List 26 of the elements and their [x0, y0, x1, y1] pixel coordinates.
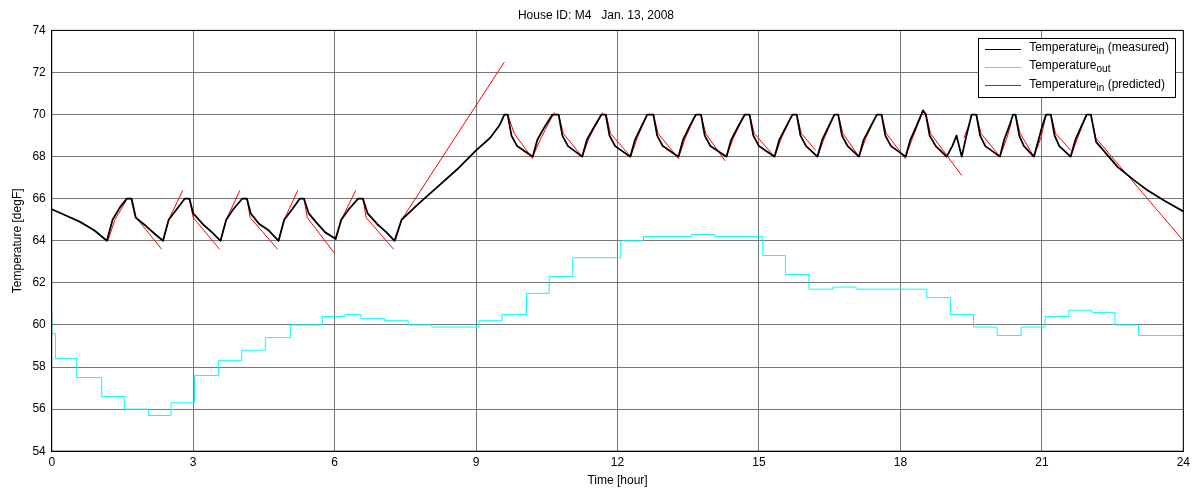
y-tick-label: 66 [32, 191, 47, 206]
y-tick-label: 60 [32, 317, 47, 332]
x-tick-label: 9 [472, 454, 480, 469]
x-tick-label: 15 [752, 454, 766, 469]
legend-label: Temperature$_{in}$ (predicted) [1029, 76, 1166, 96]
y-tick-label: 64 [32, 233, 47, 248]
x-tick-label: 21 [1035, 454, 1049, 469]
x-tick-label: 3 [189, 454, 197, 469]
x-tick-label: 0 [48, 454, 56, 469]
x-tick-label: 6 [331, 454, 339, 469]
chart-title: House ID: M4 Jan. 13, 2008 [517, 7, 675, 22]
x-tick-label: 18 [893, 454, 908, 469]
y-tick-label: 54 [32, 443, 47, 458]
x-tick-label: 12 [610, 454, 625, 469]
y-tick-label: 58 [32, 359, 47, 374]
y-tick-label: 56 [32, 401, 47, 416]
legend-label: Temperature$_{out}$ [1029, 58, 1111, 77]
y-tick-label: 74 [32, 22, 47, 37]
y-tick-label: 72 [32, 64, 47, 79]
legend-label: Temperature$_{in}$ (measured) [1029, 40, 1169, 59]
y-tick-label: 70 [32, 106, 47, 121]
x-tick-label: 24 [1176, 454, 1191, 469]
y-tick-label: 68 [32, 148, 47, 163]
x-axis-title: Time [hour] [587, 473, 648, 488]
y-tick-label: 62 [32, 275, 47, 290]
y-axis-title: Temperature [degF] [9, 188, 24, 294]
